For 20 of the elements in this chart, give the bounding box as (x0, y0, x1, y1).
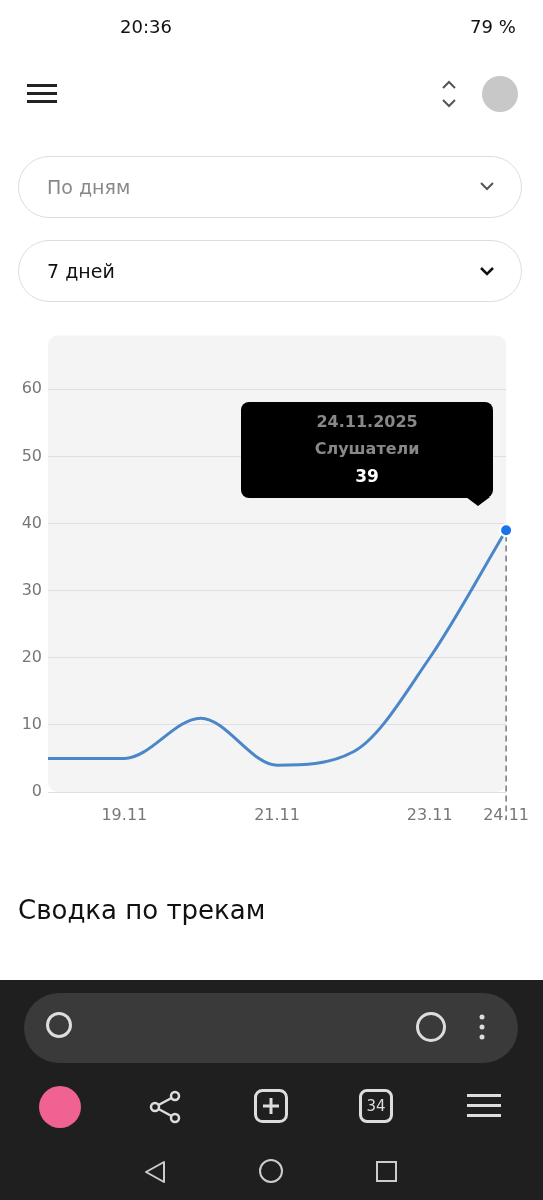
text: По дням (18, 156, 522, 218)
y-tick-label: 10 (21, 714, 42, 734)
y-tick-label: 0 (31, 781, 42, 801)
text: 20:36 (120, 16, 172, 37)
y-tick-label: 50 (21, 445, 42, 465)
x-tick-label: 19.11 (101, 804, 148, 824)
x-tick-label: 21.11 (254, 804, 300, 824)
text: 34 (359, 1089, 393, 1123)
x-tick-label: 24.11 (483, 804, 529, 824)
text: Слушатели (313, 439, 421, 459)
text: 79 % (470, 16, 516, 37)
x-tick-label: 23.11 (406, 804, 453, 824)
y-tick-label: 40 (21, 512, 42, 532)
annotation: 39 (354, 466, 380, 487)
y-tick-label: 20 (21, 646, 42, 666)
annotation: 24.11.2025 (315, 412, 419, 432)
y-tick-label: 30 (21, 579, 42, 599)
text: 7 дней (18, 240, 522, 302)
y-tick-label: 60 (21, 378, 42, 398)
text: Сводка по трекам (18, 895, 266, 925)
